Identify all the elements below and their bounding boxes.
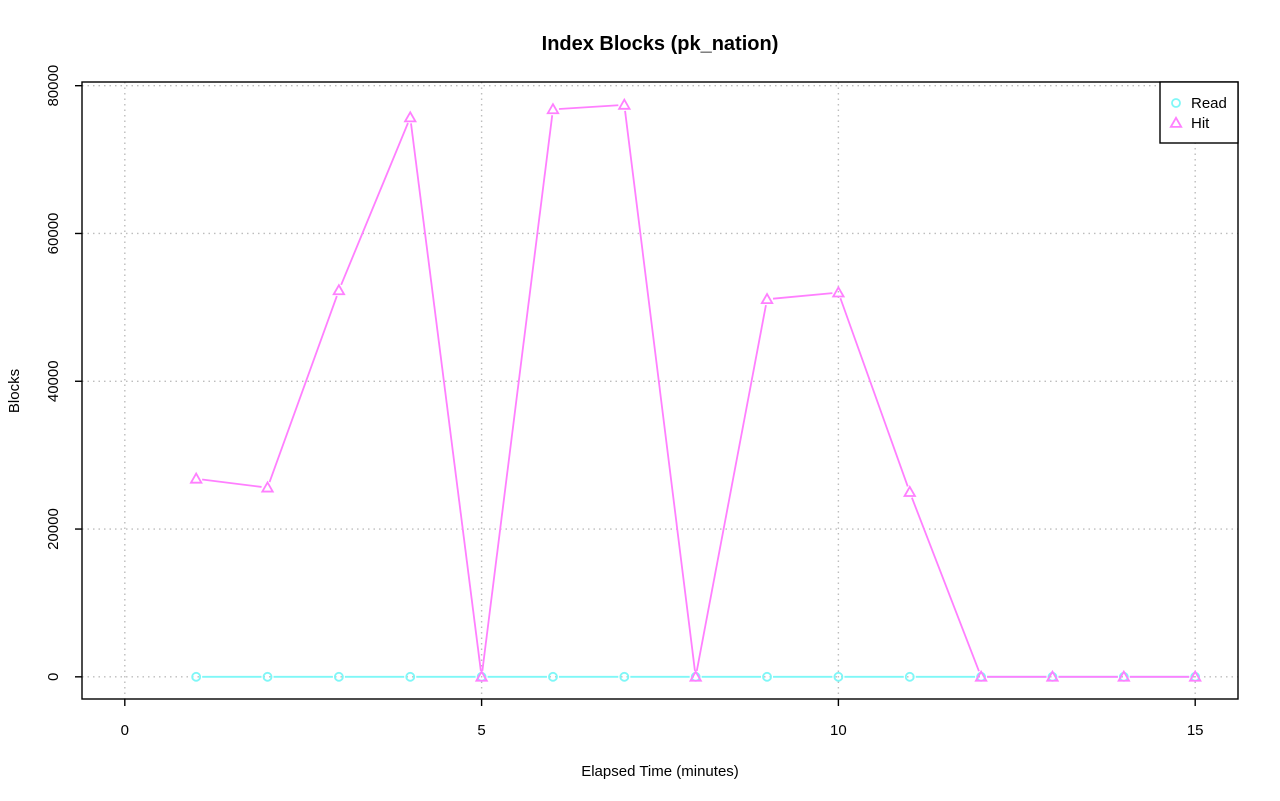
data-point (548, 671, 558, 682)
y-tick-label: 80000 (45, 65, 62, 107)
y-axis-label: Blocks (6, 369, 23, 413)
x-tick-label: 15 (1187, 722, 1204, 739)
data-point (617, 97, 632, 110)
legend-marker-hit (1169, 115, 1183, 128)
data-point (833, 671, 844, 682)
data-point (546, 102, 560, 115)
x-axis: 0 5 10 15 (121, 699, 1204, 739)
legend-label-hit: Hit (1191, 115, 1210, 132)
data-point (474, 669, 489, 682)
data-point (762, 671, 772, 682)
y-tick-label: 0 (45, 673, 62, 681)
data-point (403, 110, 417, 123)
y-tick-label: 60000 (45, 213, 62, 255)
series-segment (911, 497, 980, 672)
x-axis-label: Elapsed Time (minutes) (581, 763, 739, 780)
data-point (333, 671, 344, 682)
plot-frame (81, 81, 1239, 700)
data-point (262, 671, 273, 682)
data-point (974, 669, 988, 682)
y-tick-label: 40000 (45, 360, 62, 402)
data-point (688, 669, 703, 682)
legend-marker-read (1171, 98, 1181, 108)
data-point (189, 471, 203, 484)
series-layer (189, 97, 1202, 682)
y-axis: 0 20000 40000 60000 80000 (45, 65, 82, 681)
data-point (332, 283, 346, 296)
legend: Read Hit (1159, 81, 1239, 144)
x-tick-label: 0 (121, 722, 129, 739)
series-segment (202, 478, 262, 488)
data-point (260, 480, 275, 493)
data-point (405, 671, 416, 682)
data-point (1188, 669, 1202, 682)
y-tick-label: 20000 (45, 508, 62, 550)
series-segment (268, 295, 338, 483)
series-segment (481, 115, 554, 671)
data-point (760, 292, 774, 305)
legend-label-read: Read (1191, 95, 1227, 112)
series-segment (558, 104, 619, 110)
data-point (831, 285, 846, 298)
data-point (191, 671, 202, 682)
x-tick-label: 5 (477, 722, 485, 739)
x-tick-label: 10 (830, 722, 847, 739)
legend-box (1159, 81, 1239, 144)
data-point (904, 671, 915, 682)
chart-title: Index Blocks (pk_nation) (542, 33, 779, 55)
series-segment (695, 304, 767, 672)
data-point (903, 485, 917, 497)
series-segment (410, 123, 482, 671)
series-segment (340, 122, 409, 286)
data-point (1045, 669, 1060, 682)
series-segment (624, 110, 696, 671)
series-segment (772, 292, 833, 300)
series-segment (839, 297, 909, 487)
series-hit (189, 97, 1202, 682)
data-point (619, 671, 630, 682)
data-point (1117, 669, 1131, 682)
